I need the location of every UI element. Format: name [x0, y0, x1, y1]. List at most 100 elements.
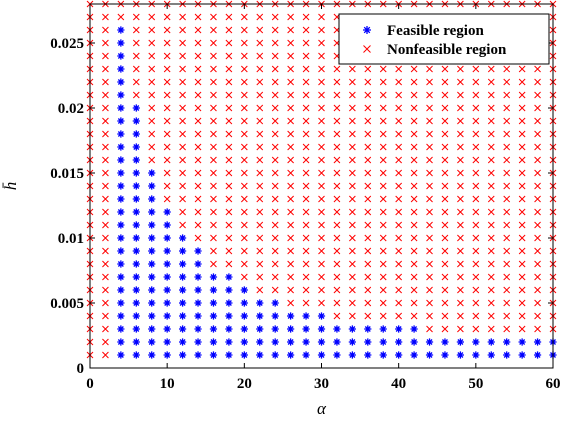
- nonfeasible-point: [226, 118, 232, 124]
- nonfeasible-point: [442, 313, 448, 319]
- nonfeasible-point: [133, 14, 139, 20]
- nonfeasible-point: [102, 105, 108, 111]
- feasible-point: [133, 234, 140, 241]
- feasible-point: [117, 234, 124, 241]
- nonfeasible-point: [427, 157, 433, 163]
- nonfeasible-point: [535, 144, 541, 150]
- nonfeasible-point: [319, 196, 325, 202]
- nonfeasible-point: [164, 131, 170, 137]
- nonfeasible-point: [365, 261, 371, 267]
- nonfeasible-point: [488, 261, 494, 267]
- nonfeasible-point: [319, 40, 325, 46]
- nonfeasible-point: [380, 248, 386, 254]
- feasible-point: [194, 325, 201, 332]
- nonfeasible-point: [210, 131, 216, 137]
- nonfeasible-point: [442, 131, 448, 137]
- nonfeasible-point: [396, 118, 402, 124]
- feasible-point: [117, 351, 124, 358]
- nonfeasible-point: [272, 196, 278, 202]
- nonfeasible-point: [457, 248, 463, 254]
- nonfeasible-point: [241, 235, 247, 241]
- nonfeasible-point: [164, 170, 170, 176]
- nonfeasible-point: [303, 248, 309, 254]
- nonfeasible-point: [180, 196, 186, 202]
- nonfeasible-point: [303, 79, 309, 85]
- nonfeasible-point: [411, 300, 417, 306]
- nonfeasible-point: [272, 92, 278, 98]
- nonfeasible-point: [504, 274, 510, 280]
- nonfeasible-point: [427, 170, 433, 176]
- nonfeasible-point: [457, 157, 463, 163]
- nonfeasible-point: [457, 131, 463, 137]
- nonfeasible-point: [365, 209, 371, 215]
- nonfeasible-point: [164, 183, 170, 189]
- nonfeasible-point: [488, 313, 494, 319]
- nonfeasible-point: [535, 92, 541, 98]
- nonfeasible-point: [365, 144, 371, 150]
- nonfeasible-point: [272, 105, 278, 111]
- nonfeasible-point: [226, 196, 232, 202]
- feasible-point: [164, 312, 171, 319]
- nonfeasible-point: [519, 287, 525, 293]
- nonfeasible-point: [226, 105, 232, 111]
- nonfeasible-point: [380, 105, 386, 111]
- nonfeasible-point: [210, 157, 216, 163]
- nonfeasible-point: [226, 261, 232, 267]
- nonfeasible-point: [504, 92, 510, 98]
- feasible-point: [133, 130, 140, 137]
- nonfeasible-point: [303, 157, 309, 163]
- nonfeasible-point: [519, 235, 525, 241]
- feasible-point: [148, 312, 155, 319]
- feasible-point: [272, 299, 279, 306]
- feasible-point: [148, 234, 155, 241]
- nonfeasible-point: [473, 66, 479, 72]
- nonfeasible-point: [519, 222, 525, 228]
- nonfeasible-point: [396, 183, 402, 189]
- nonfeasible-point: [102, 209, 108, 215]
- nonfeasible-point: [210, 209, 216, 215]
- nonfeasible-point: [380, 287, 386, 293]
- nonfeasible-point: [241, 157, 247, 163]
- nonfeasible-point: [102, 352, 108, 358]
- nonfeasible-point: [303, 105, 309, 111]
- nonfeasible-point: [164, 27, 170, 33]
- feasible-point: [133, 299, 140, 306]
- nonfeasible-point: [257, 79, 263, 85]
- feasible-point: [194, 338, 201, 345]
- nonfeasible-point: [319, 144, 325, 150]
- nonfeasible-point: [241, 40, 247, 46]
- feasible-point: [133, 182, 140, 189]
- feasible-point: [117, 26, 124, 33]
- feasible-point: [179, 273, 186, 280]
- nonfeasible-point: [164, 157, 170, 163]
- nonfeasible-point: [102, 27, 108, 33]
- feasible-point: [519, 351, 526, 358]
- nonfeasible-point: [519, 209, 525, 215]
- feasible-point: [133, 325, 140, 332]
- nonfeasible-point: [180, 79, 186, 85]
- nonfeasible-point: [535, 118, 541, 124]
- nonfeasible-point: [241, 118, 247, 124]
- nonfeasible-point: [272, 261, 278, 267]
- nonfeasible-point: [519, 79, 525, 85]
- feasible-point: [225, 338, 232, 345]
- feasible-point: [503, 338, 510, 345]
- nonfeasible-point: [519, 261, 525, 267]
- nonfeasible-point: [457, 287, 463, 293]
- nonfeasible-point: [473, 300, 479, 306]
- x-axis-label: α: [317, 399, 327, 418]
- feasible-point: [287, 325, 294, 332]
- feasible-point: [117, 312, 124, 319]
- nonfeasible-point: [504, 196, 510, 202]
- nonfeasible-point: [488, 144, 494, 150]
- feasible-point: [148, 221, 155, 228]
- nonfeasible-point: [411, 66, 417, 72]
- nonfeasible-point: [535, 157, 541, 163]
- feasible-point: [194, 312, 201, 319]
- nonfeasible-point: [288, 27, 294, 33]
- nonfeasible-point: [319, 274, 325, 280]
- feasible-point: [133, 260, 140, 267]
- feasible-point: [148, 208, 155, 215]
- nonfeasible-point: [457, 274, 463, 280]
- nonfeasible-point: [457, 235, 463, 241]
